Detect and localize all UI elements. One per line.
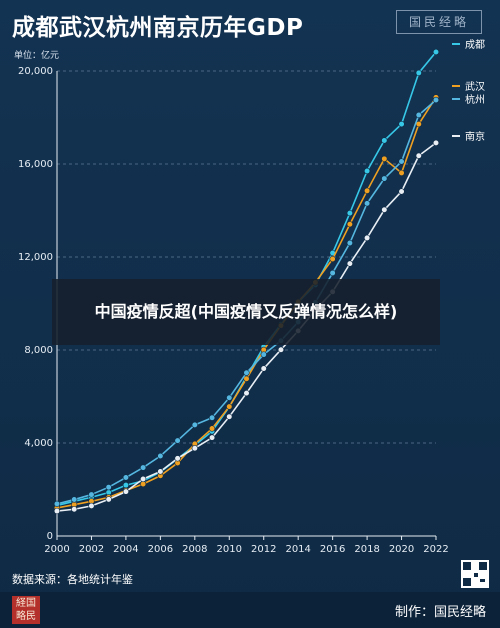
y-tick-label: 16,000 (18, 159, 53, 170)
x-tick-label: 2016 (320, 544, 345, 555)
x-tick-label: 2000 (44, 544, 69, 555)
x-tick-label: 2012 (251, 544, 276, 555)
data-point (88, 491, 95, 498)
data-point (157, 468, 164, 475)
legend-label: 杭州 (465, 93, 485, 106)
grid-layer (57, 70, 436, 444)
chart-title: 成都武汉杭州南京历年GDP (12, 15, 304, 41)
x-tick-label: 2008 (182, 544, 207, 555)
data-point (346, 260, 353, 267)
data-point (191, 421, 198, 428)
data-point (260, 365, 267, 372)
data-point (226, 413, 233, 420)
footer-bar: 経国 略民 制作：国民经略 (0, 592, 500, 628)
x-tick-label: 2006 (148, 544, 173, 555)
data-point (363, 167, 371, 175)
data-point (140, 464, 147, 471)
data-point (415, 152, 422, 159)
data-point (432, 48, 440, 56)
data-point (105, 496, 112, 503)
overlay-banner: 中国疫情反超(中国疫情又反弹情况怎么样) (52, 279, 440, 345)
data-point (105, 484, 112, 491)
data-point (329, 269, 336, 277)
data-point (208, 425, 216, 432)
data-point (122, 488, 130, 495)
data-point (157, 452, 164, 460)
data-point (381, 175, 388, 182)
data-point (122, 474, 130, 481)
data-point (243, 375, 250, 382)
legend-label: 成都 (465, 39, 485, 51)
data-point (191, 445, 198, 452)
legend-label: 南京 (465, 130, 485, 143)
data-point (277, 346, 285, 353)
legend-label: 武汉 (465, 80, 485, 93)
data-point (346, 209, 353, 217)
data-point (363, 234, 371, 242)
data-point (432, 96, 440, 104)
data-point (71, 496, 78, 503)
data-point (398, 120, 405, 128)
overlay-text: 中国疫情反超(中国疫情又反弹情况怎么样) (94, 302, 398, 321)
data-point (140, 475, 147, 483)
y-tick-label: 12,000 (18, 252, 53, 263)
data-point (381, 137, 388, 144)
legend-layer: 成都武汉杭州南京 (452, 39, 485, 143)
data-point (243, 369, 250, 376)
data-point (53, 500, 61, 507)
brand-stamp: 国民经略 (396, 10, 482, 34)
data-point (415, 69, 422, 77)
brand-logo: 経国 略民 (12, 596, 40, 624)
x-tick-label: 2002 (79, 544, 104, 555)
y-tick-label: 0 (47, 531, 53, 542)
data-point (381, 206, 388, 213)
data-point (174, 437, 181, 444)
data-point (432, 139, 440, 146)
data-point (226, 394, 233, 401)
qr-code-icon[interactable] (461, 560, 489, 588)
data-point (208, 414, 216, 421)
data-point (398, 188, 405, 195)
data-point (243, 390, 250, 397)
data-point (381, 155, 388, 162)
x-tick-label: 2018 (354, 544, 379, 555)
data-point (398, 169, 405, 177)
data-point (329, 255, 336, 263)
x-tick-label: 2020 (389, 544, 414, 555)
x-tick-label: 2022 (423, 544, 448, 555)
data-point (363, 200, 371, 207)
x-tick-label: 2010 (217, 544, 242, 555)
data-point (346, 221, 353, 228)
data-point (260, 351, 267, 358)
unit-label: 单位：亿元 (14, 51, 60, 61)
y-tick-label: 20,000 (18, 66, 53, 77)
data-point (415, 111, 422, 119)
y-tick-label: 8,000 (24, 345, 53, 356)
data-point (88, 502, 95, 509)
data-point (71, 506, 78, 513)
data-point (174, 455, 181, 462)
data-point (346, 239, 353, 247)
data-point (122, 482, 130, 489)
axis-layer: 0 4,000 8,000 12,000 16,000 20,000 2000 2002 200… (18, 66, 449, 555)
data-point (398, 158, 405, 165)
data-point (208, 434, 216, 441)
data-point (53, 507, 61, 515)
data-source: 数据来源：各地统计年鉴 (12, 573, 133, 586)
data-point (363, 187, 371, 194)
x-tick-label: 2004 (113, 544, 138, 555)
y-tick-label: 4,000 (24, 438, 53, 449)
x-tick-label: 2014 (285, 544, 310, 555)
data-point (226, 403, 233, 410)
producer-credit: 制作：国民经略 (394, 605, 486, 620)
